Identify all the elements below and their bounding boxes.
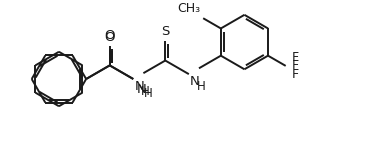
Text: CH₃: CH₃ bbox=[177, 2, 200, 15]
Text: H: H bbox=[141, 85, 150, 98]
Text: S: S bbox=[161, 25, 169, 38]
Text: F: F bbox=[292, 51, 299, 64]
Text: F: F bbox=[292, 59, 299, 72]
Text: F: F bbox=[292, 68, 299, 81]
Text: H: H bbox=[144, 87, 153, 100]
Text: N: N bbox=[134, 80, 144, 93]
Text: H: H bbox=[197, 80, 205, 93]
Text: O: O bbox=[104, 31, 115, 44]
Text: N: N bbox=[137, 83, 147, 96]
Text: O: O bbox=[104, 30, 115, 42]
Text: N: N bbox=[190, 75, 200, 88]
